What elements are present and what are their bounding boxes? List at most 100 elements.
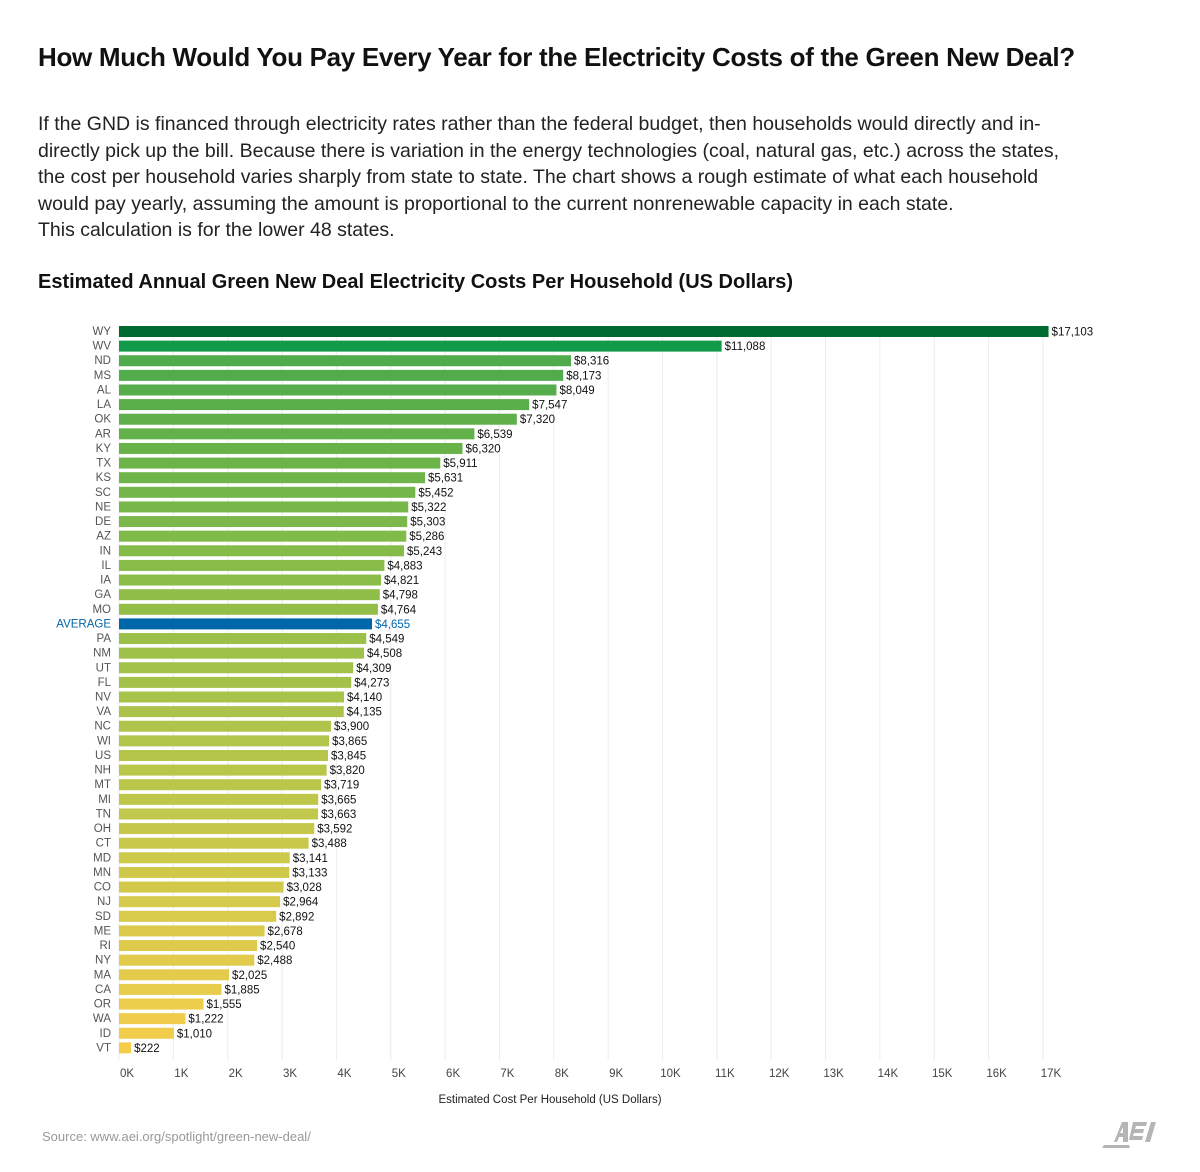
category-label: MD <box>93 852 111 864</box>
category-label: KY <box>96 443 112 455</box>
category-label: DE <box>95 516 111 528</box>
bar-sc <box>119 486 416 498</box>
category-label: NC <box>94 721 111 733</box>
value-label: $4,883 <box>387 560 422 572</box>
bar-mi <box>119 793 319 805</box>
bar-nj <box>119 896 281 908</box>
bar-tn <box>119 808 319 820</box>
value-label: $5,286 <box>409 531 444 543</box>
bar-il <box>119 559 385 571</box>
x-tick-label: 10K <box>660 1068 681 1080</box>
aei-logo <box>1102 1122 1156 1148</box>
x-tick-label: 6K <box>446 1068 460 1080</box>
x-tick-label: 11K <box>715 1068 735 1080</box>
category-label: OR <box>94 999 111 1011</box>
description-line: the cost per household varies sharply fr… <box>38 166 1039 188</box>
value-label: $1,222 <box>188 1014 223 1026</box>
value-label: $4,821 <box>384 575 419 587</box>
value-label: $3,592 <box>317 824 352 836</box>
bar-de <box>119 516 408 528</box>
bar-ny <box>119 954 255 966</box>
category-label: SC <box>95 487 111 499</box>
value-label: $4,273 <box>354 677 389 689</box>
page-title: How Much Would You Pay Every Year for th… <box>38 42 1075 72</box>
category-label: TN <box>96 808 111 820</box>
category-label: US <box>95 750 111 762</box>
bar-nm <box>119 647 365 659</box>
x-tick-label: 14K <box>878 1068 899 1080</box>
category-label: MI <box>98 794 111 806</box>
value-label: $7,547 <box>532 400 567 412</box>
category-label: CT <box>96 838 111 850</box>
value-label: $2,540 <box>260 941 295 953</box>
bar-average <box>119 618 372 630</box>
value-label: $3,133 <box>292 867 327 879</box>
x-tick-label: 8K <box>555 1068 569 1080</box>
value-label: $8,316 <box>574 356 609 368</box>
bar-wa <box>119 1013 186 1025</box>
description: If the GND is financed through electrici… <box>38 111 1168 244</box>
value-label: $7,320 <box>520 414 555 426</box>
category-label: IN <box>100 545 112 557</box>
category-label: SD <box>95 911 111 923</box>
category-label: KS <box>96 472 112 484</box>
bar-ky <box>119 442 463 454</box>
category-label: CO <box>94 882 111 894</box>
x-tick-label: 3K <box>283 1068 297 1080</box>
category-label: PA <box>97 633 112 645</box>
category-label: NH <box>94 765 111 777</box>
value-label: $2,025 <box>232 970 267 982</box>
category-label: FL <box>98 677 112 689</box>
value-label: $2,488 <box>257 955 292 967</box>
bar-md <box>119 852 290 864</box>
value-label: $222 <box>134 1043 160 1055</box>
category-label: AZ <box>96 531 111 543</box>
value-label: $5,322 <box>411 502 446 514</box>
category-label: IL <box>101 560 111 572</box>
bar-ne <box>119 501 409 513</box>
category-label: ID <box>100 1028 112 1040</box>
x-tick-label: 0K <box>120 1068 134 1080</box>
bar-mt <box>119 779 322 791</box>
value-label: $4,764 <box>381 604 417 616</box>
x-tick-label: 2K <box>229 1068 243 1080</box>
bar-id <box>119 1027 174 1039</box>
value-label: $6,320 <box>465 443 500 455</box>
bar-mo <box>119 603 378 615</box>
description-line: would pay yearly, assuming the amount is… <box>38 192 954 215</box>
x-tick-label: 7K <box>500 1068 514 1080</box>
x-tick-label: 17K <box>1041 1068 1062 1080</box>
bar-nv <box>119 691 345 703</box>
bar-nc <box>119 720 331 732</box>
x-tick-label: 16K <box>986 1068 1007 1080</box>
value-label: $5,452 <box>418 487 453 499</box>
category-label: MA <box>94 969 112 981</box>
bar-ar <box>119 428 475 440</box>
bar-ia <box>119 574 382 586</box>
category-label: ND <box>94 355 111 367</box>
value-label: $3,865 <box>332 736 367 748</box>
value-label: $2,892 <box>279 911 314 923</box>
category-label: OK <box>94 414 111 426</box>
bar-co <box>119 881 284 893</box>
x-tick-label: 12K <box>769 1068 790 1080</box>
category-label: MS <box>94 370 112 382</box>
x-tick-label: 1K <box>174 1068 188 1080</box>
bar-ut <box>119 662 354 674</box>
category-label: LA <box>97 399 111 411</box>
bar-pa <box>119 633 367 645</box>
value-label: $1,885 <box>224 984 259 996</box>
value-label: $3,663 <box>321 809 356 821</box>
bar-us <box>119 749 328 761</box>
bar-ms <box>119 369 564 381</box>
category-label: TX <box>96 458 111 470</box>
bar-me <box>119 925 265 937</box>
bar-la <box>119 399 530 411</box>
category-label: WA <box>93 1013 111 1025</box>
description-line: directly pick up the bill. Because there… <box>38 139 1060 162</box>
value-label: $4,508 <box>367 648 402 660</box>
category-label: NY <box>95 955 111 967</box>
category-label: OH <box>94 823 111 835</box>
value-label: $3,900 <box>334 721 369 733</box>
